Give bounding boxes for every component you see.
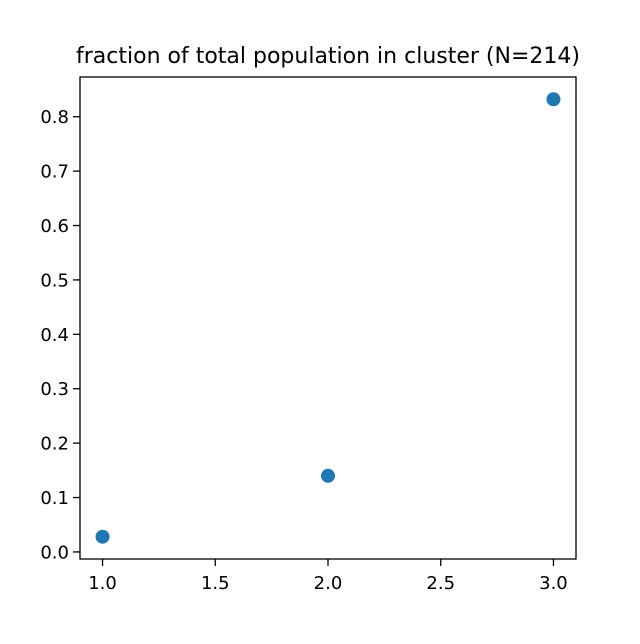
y-axis-ticks: 0.0 0.1 0.2 0.3 0.4 0.5 0.6 0.7 0.8 xyxy=(40,107,80,563)
x-tick-label: 2.0 xyxy=(314,573,343,594)
y-tick-label: 0.0 xyxy=(40,542,69,563)
y-tick-label: 0.8 xyxy=(40,107,69,128)
y-tick-label: 0.1 xyxy=(40,488,69,509)
x-axis-ticks: 1.0 1.5 2.0 2.5 3.0 xyxy=(88,559,568,594)
y-tick-label: 0.4 xyxy=(40,325,69,346)
y-tick-label: 0.7 xyxy=(40,162,69,183)
chart-title: fraction of total population in cluster … xyxy=(76,44,580,69)
data-point xyxy=(321,468,335,483)
y-tick-label: 0.3 xyxy=(40,379,69,400)
y-tick-label: 0.2 xyxy=(40,434,69,455)
data-points xyxy=(95,92,561,544)
data-point xyxy=(95,529,110,544)
x-tick-label: 3.0 xyxy=(539,573,568,594)
y-tick-label: 0.5 xyxy=(40,270,69,291)
x-tick-label: 1.0 xyxy=(88,573,117,594)
y-tick-label: 0.6 xyxy=(40,216,69,237)
x-tick-label: 2.5 xyxy=(426,573,455,594)
data-point xyxy=(546,92,561,107)
plot-area-frame xyxy=(79,76,577,560)
x-tick-label: 1.5 xyxy=(201,573,230,594)
